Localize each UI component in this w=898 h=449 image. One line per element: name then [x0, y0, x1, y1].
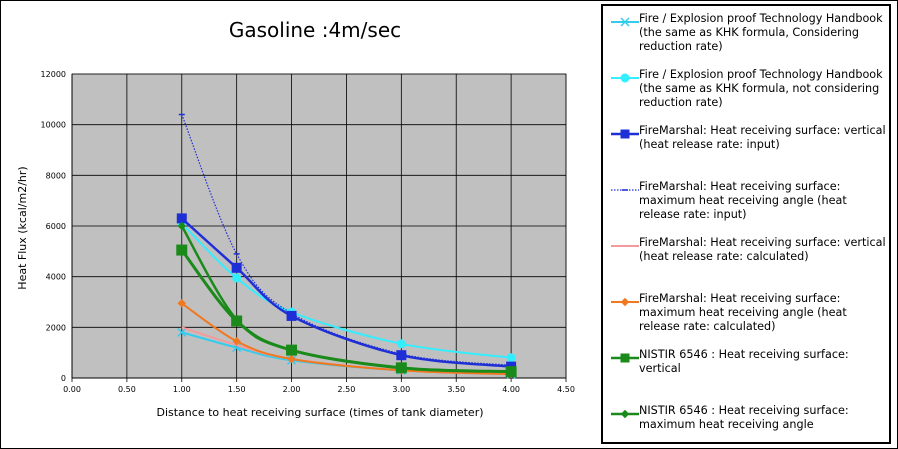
legend-swatch — [611, 245, 639, 247]
data-point — [620, 297, 630, 307]
legend-label: FireMarshal: Heat receiving surface: ver… — [639, 236, 886, 263]
data-point — [397, 363, 406, 373]
data-point — [620, 73, 630, 83]
y-tick-label: 12000 — [41, 70, 66, 79]
x-tick-label: 2.50 — [338, 385, 356, 394]
data-point — [232, 315, 241, 324]
y-tick-label: 10000 — [41, 121, 66, 130]
x-tick-label: 3.50 — [447, 385, 465, 394]
series-line — [181, 222, 512, 359]
legend-label: Fire / Explosion proof Technology Handbo… — [639, 68, 883, 109]
y-tick-label: 2000 — [46, 323, 66, 332]
legend-swatch — [611, 73, 639, 83]
data-point — [620, 129, 630, 139]
x-tick-label: 1.50 — [228, 385, 246, 394]
legend-label: Fire / Explosion proof Technology Handbo… — [639, 12, 883, 53]
legend-swatch — [611, 129, 639, 139]
x-axis-label: Distance to heat receiving surface (time… — [156, 406, 483, 419]
series-layer — [176, 113, 517, 379]
series-line — [180, 217, 512, 368]
x-tick-label: 0.00 — [63, 385, 81, 394]
data-point — [287, 345, 296, 355]
x-tick-label: 4.50 — [557, 385, 575, 394]
x-tick-label: 0.50 — [118, 385, 136, 394]
x-tick-label: 3.00 — [392, 385, 410, 394]
y-axis-label: Heat Flux (kcal/m2/hr) — [16, 166, 29, 289]
data-point — [396, 339, 406, 349]
y-tick-label: 8000 — [46, 171, 66, 180]
data-point — [232, 273, 242, 283]
data-point — [396, 350, 407, 361]
legend-swatch — [611, 409, 639, 419]
legend-swatch — [611, 297, 639, 307]
data-point — [231, 262, 242, 273]
y-tick-label: 6000 — [46, 222, 66, 231]
legend-swatch — [611, 353, 639, 363]
legend-label: NISTIR 6546 : Heat receiving surface: ve… — [639, 348, 849, 375]
data-point — [620, 353, 630, 363]
data-point — [232, 337, 241, 346]
ticks: 0 2000 4000 6000 8000 10000 12000 0.00 0.50 1.00 1… — [41, 70, 575, 394]
legend-label: FireMarshal: Heat receiving surface: max… — [639, 180, 847, 221]
y-tick-label: 0 — [61, 374, 66, 383]
x-tick-label: 4.00 — [502, 385, 520, 394]
legend-label: FireMarshal: Heat receiving surface: ver… — [639, 124, 886, 151]
series-line — [181, 302, 512, 376]
data-point — [177, 299, 186, 308]
legend-label: NISTIR 6546 : Heat receiving surface: ma… — [639, 404, 849, 431]
data-point — [176, 244, 188, 256]
series-4 — [178, 113, 515, 367]
legend-label: FireMarshal: Heat receiving surface: max… — [639, 292, 847, 333]
data-point — [176, 213, 187, 224]
data-point — [620, 17, 630, 27]
chart-title: Gasoline :4m/sec — [229, 18, 401, 42]
data-point — [287, 354, 296, 364]
legend-swatch — [611, 189, 639, 191]
data-point — [177, 221, 186, 231]
x-tick-label: 1.00 — [173, 385, 191, 394]
series-8 — [177, 221, 516, 376]
data-point — [506, 367, 516, 376]
data-point — [506, 353, 516, 363]
legend-swatch — [611, 17, 639, 27]
data-point — [177, 327, 187, 337]
legend: Fire / Explosion proof Technology Handbo… — [601, 4, 891, 444]
x-tick-label: 2.00 — [283, 385, 301, 394]
y-tick-label: 4000 — [46, 273, 66, 282]
data-point — [620, 409, 630, 419]
